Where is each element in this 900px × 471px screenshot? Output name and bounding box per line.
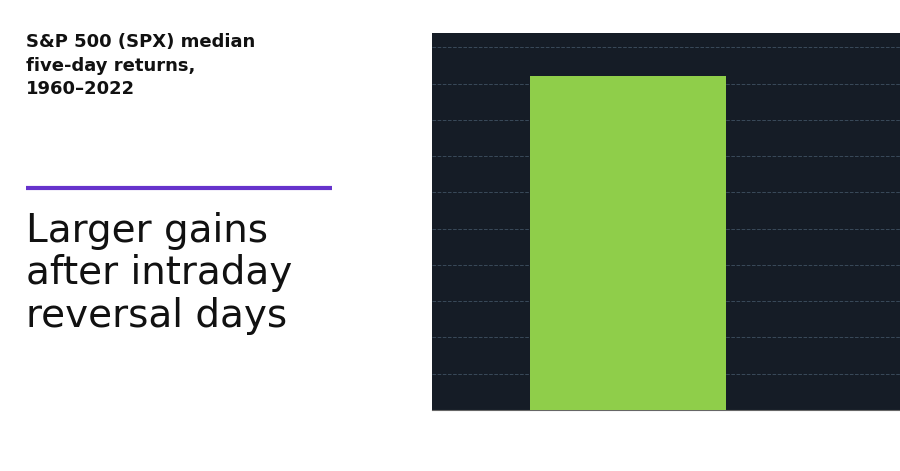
Text: Larger gains
after intraday
reversal days: Larger gains after intraday reversal day… bbox=[26, 212, 292, 335]
Bar bbox=[530, 76, 725, 410]
Text: S&P 500 (SPX) median
five-day returns,
1960–2022: S&P 500 (SPX) median five-day returns, 1… bbox=[26, 33, 255, 98]
